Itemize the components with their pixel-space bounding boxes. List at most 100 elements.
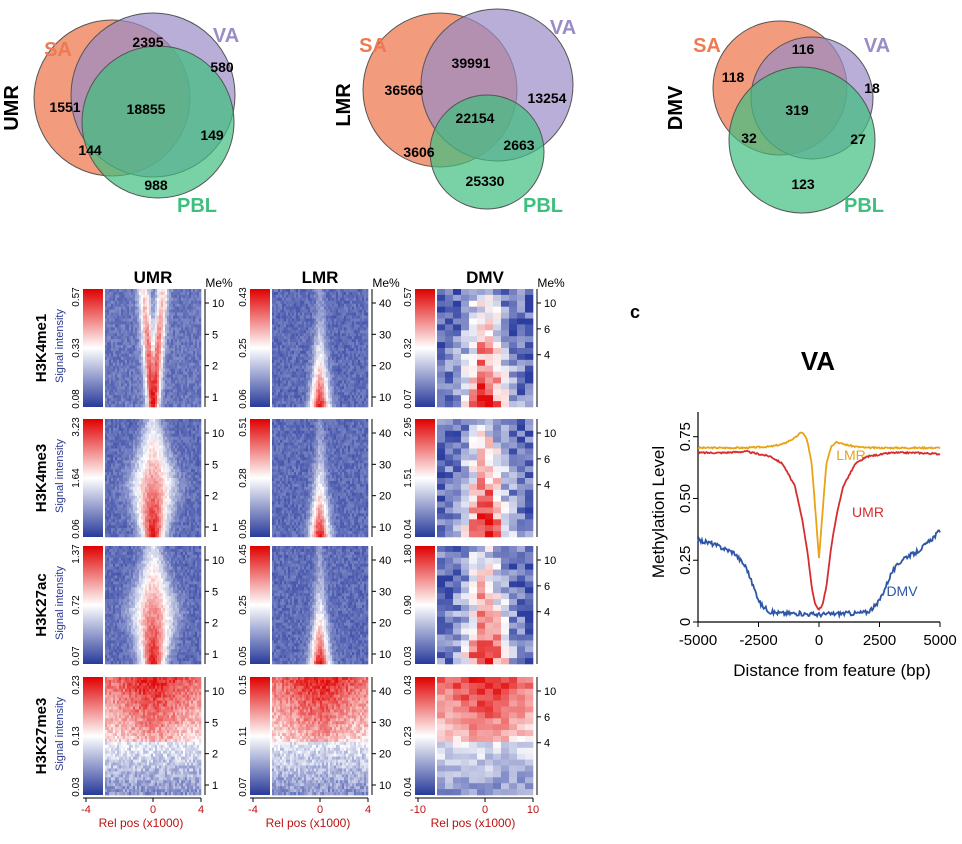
me-percent-label: Me% [537, 276, 565, 290]
colorbar [250, 677, 270, 795]
histone-mark-label-h3k4me3: H3K4me3 [33, 444, 50, 512]
me-tick-label: 10 [379, 392, 391, 404]
colorbar-scale-label: 0.06 [238, 389, 249, 409]
y-tick-label: 0.25 [677, 546, 694, 575]
venn-umr-sa-pbl: 144 [78, 142, 102, 158]
venn-umr: UMR SA VA PBL 1551 2395 580 18855 149 14… [1, 12, 239, 217]
colorbar-scale-label: 0.07 [403, 389, 414, 409]
heatmap-panel-umr-h3k27ac [105, 546, 202, 665]
me-tick-label: 6 [544, 712, 550, 724]
histone-mark-label-h3k27ac: H3K27ac [33, 573, 50, 636]
heatmap-panel-umr-h3k4me3 [105, 419, 202, 538]
colorbar [415, 546, 435, 664]
y-tick-label: 0 [677, 618, 694, 626]
panel-letter-c: c [630, 302, 640, 322]
me-tick-label: 1 [212, 780, 218, 792]
colorbar-scale-label: 1.64 [71, 468, 82, 488]
venn-lmr-sa-va: 39991 [452, 55, 491, 71]
colorbar-scale-label: 0.57 [71, 287, 82, 307]
colorbar-scale-label: 0.45 [238, 544, 249, 564]
y-tick-label: 0.75 [677, 422, 694, 451]
series-label-dmv: DMV [886, 583, 918, 599]
venn-dmv-pbl-circle [728, 66, 876, 214]
heatmap-x-tick-label: 0 [317, 804, 323, 816]
colorbar-scale-label: 0.90 [403, 595, 414, 615]
me-percent-label: Me% [205, 276, 233, 290]
venn-dmv-row-label: DMV [665, 85, 687, 130]
colorbar-scale-label: 0.11 [238, 726, 249, 745]
me-tick-label: 4 [544, 738, 550, 750]
me-percent-label: Me% [372, 276, 400, 290]
me-tick-label: 5 [212, 586, 218, 598]
colorbar-scale-label: 0.13 [71, 726, 82, 746]
venn-dmv-va-only: 18 [864, 80, 880, 96]
heatmap-panel-lmr-h3k4me3 [272, 419, 369, 538]
venn-lmr-pbl-only: 25330 [466, 173, 505, 189]
histone-mark-label-h3k27me3: H3K27me3 [33, 698, 50, 775]
signal-intensity-label: Signal intensity [54, 566, 66, 640]
me-tick-label: 10 [379, 780, 391, 792]
colorbar-scale-label: 1.51 [403, 468, 414, 488]
heatmap-x-tick-label: 4 [365, 804, 371, 816]
me-tick-label: 5 [212, 329, 218, 341]
me-tick-label: 2 [212, 361, 218, 373]
me-tick-label: 4 [544, 607, 550, 619]
me-tick-label: 20 [379, 618, 391, 630]
colorbar-scale-label: 0.25 [238, 338, 249, 358]
venn-dmv-pbl-only: 123 [791, 176, 815, 192]
colorbar [415, 677, 435, 795]
venn-dmv-va-pbl: 27 [850, 131, 866, 147]
histone-mark-label-h3k4me1: H3K4me1 [33, 314, 50, 382]
colorbar [415, 289, 435, 407]
venn-lmr-row-label: LMR [333, 83, 355, 127]
me-tick-label: 30 [379, 459, 391, 471]
me-tick-label: 2 [212, 618, 218, 630]
venn-dmv-va-label: VA [864, 35, 890, 57]
venn-lmr-va-pbl: 2663 [503, 137, 534, 153]
venn-umr-va-pbl: 149 [200, 127, 224, 143]
heatmap-x-tick-label: -10 [410, 804, 426, 816]
chart-title: VA [801, 346, 835, 376]
me-tick-label: 1 [212, 649, 218, 661]
heatmap-x-axis-label: Rel pos (x1000) [99, 816, 184, 830]
me-tick-label: 30 [379, 717, 391, 729]
me-tick-label: 10 [544, 298, 556, 310]
heatmap-panel-umr-h3k27me3 [105, 677, 202, 796]
venn-lmr-va-only: 13254 [528, 90, 567, 106]
venn-umr-row-label: UMR [1, 85, 23, 131]
heatmap-x-tick-label: 0 [150, 804, 156, 816]
venn-lmr-va-label: VA [550, 17, 576, 39]
colorbar-scale-label: 0.07 [71, 646, 82, 666]
colorbar-scale-label: 0.51 [238, 417, 249, 437]
colorbar [83, 546, 103, 664]
heatmap-col-title-lmr: LMR [302, 268, 339, 287]
heatmap-panel-umr-h3k4me1 [105, 289, 202, 408]
signal-intensity-label: Signal intensity [54, 439, 66, 513]
colorbar-scale-label: 0.07 [238, 777, 249, 797]
colorbar-scale-label: 0.33 [71, 338, 82, 358]
colorbar-scale-label: 0.04 [403, 777, 414, 797]
colorbar [250, 546, 270, 664]
me-tick-label: 10 [212, 428, 224, 440]
me-tick-label: 6 [544, 581, 550, 593]
x-tick-label: 0 [815, 632, 823, 649]
heatmap-panel-dmv-h3k27me3 [437, 677, 534, 796]
colorbar-scale-label: 0.25 [238, 595, 249, 615]
me-tick-label: 30 [379, 329, 391, 341]
heatmap-panel-lmr-h3k4me1 [272, 289, 369, 408]
me-tick-label: 30 [379, 586, 391, 598]
venn-lmr: LMR SA VA PBL 36566 39991 13254 22154 26… [333, 8, 576, 217]
colorbar [83, 419, 103, 537]
series-line-umr [697, 450, 941, 611]
me-tick-label: 40 [379, 298, 391, 310]
venn-umr-pbl-label: PBL [177, 195, 217, 217]
venn-dmv-pbl-label: PBL [844, 195, 884, 217]
colorbar-scale-label: 0.43 [238, 287, 249, 307]
venn-umr-pbl-circle [81, 45, 235, 199]
series-label-lmr: LMR [836, 447, 866, 463]
me-tick-label: 5 [212, 459, 218, 471]
colorbar-scale-label: 0.05 [238, 646, 249, 666]
me-tick-label: 10 [212, 555, 224, 567]
colorbar-scale-label: 0.72 [71, 595, 82, 615]
series-line-lmr [697, 431, 941, 559]
